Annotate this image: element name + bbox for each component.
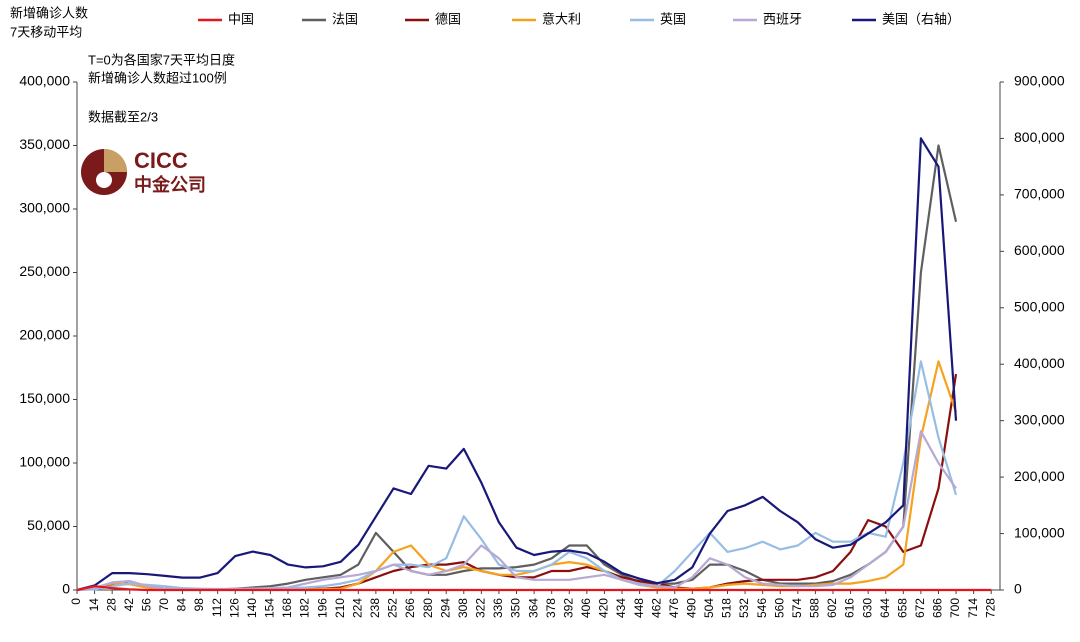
legend-label: 德国: [435, 11, 461, 26]
yticks-label: 100,000: [19, 454, 70, 470]
annotation: T=0为各国家7天平均日度: [88, 52, 235, 67]
logo-icon: [104, 149, 127, 172]
yticks-label: 400,000: [19, 73, 70, 89]
x-tick-label: 672: [913, 598, 927, 618]
x-tick-label: 518: [720, 598, 734, 618]
yticks-label: 300,000: [19, 200, 70, 216]
x-tick-label: 98: [192, 598, 206, 612]
yticks-label: 200,000: [19, 327, 70, 343]
x-tick-label: 266: [403, 598, 417, 618]
x-tick-label: 490: [685, 598, 699, 618]
x-tick-label: 0: [69, 598, 83, 605]
legend-label: 法国: [332, 11, 358, 26]
y2ticks-label: 800,000: [1014, 129, 1065, 145]
x-tick-label: 56: [139, 598, 153, 612]
series-line: [76, 360, 958, 592]
x-tick-label: 406: [579, 598, 593, 618]
x-tick-label: 420: [597, 598, 611, 618]
x-tick-label: 84: [175, 598, 189, 612]
legend-label: 意大利: [542, 11, 581, 26]
x-tick-label: 364: [526, 598, 540, 618]
logo-icon: [96, 172, 112, 188]
x-tick-label: 154: [263, 598, 277, 618]
x-tick-label: 196: [315, 598, 329, 618]
x-tick-label: 126: [227, 598, 241, 618]
x-tick-label: 280: [421, 598, 435, 618]
x-tick-label: 728: [983, 598, 997, 618]
x-tick-label: 112: [210, 598, 224, 617]
x-tick-label: 252: [386, 598, 400, 618]
x-tick-label: 308: [456, 598, 470, 618]
series-line: [76, 360, 958, 592]
x-tick-label: 350: [509, 598, 523, 618]
x-tick-label: 168: [280, 598, 294, 618]
yticks-label: 50,000: [27, 517, 70, 533]
x-tick-label: 602: [825, 598, 839, 618]
series-line: [76, 137, 958, 592]
x-tick-label: 140: [245, 598, 259, 618]
x-tick-label: 448: [632, 598, 646, 618]
x-tick-label: 644: [878, 598, 892, 618]
yticks-label: 350,000: [19, 136, 70, 152]
x-tick-label: 182: [298, 598, 312, 618]
y2ticks-label: 200,000: [1014, 468, 1065, 484]
legend-label: 美国（右轴）: [882, 11, 960, 26]
x-tick-label: 476: [667, 598, 681, 618]
x-tick-label: 462: [649, 598, 663, 618]
series-line: [76, 585, 992, 592]
x-tick-label: 336: [491, 598, 505, 618]
x-tick-label: 42: [122, 598, 136, 612]
x-tick-label: 210: [333, 598, 347, 618]
y2ticks-label: 100,000: [1014, 524, 1065, 540]
x-tick-label: 616: [843, 598, 857, 618]
legend-label: 英国: [660, 11, 686, 26]
x-tick-label: 588: [808, 598, 822, 618]
legend-label: 中国: [228, 11, 254, 26]
yticks-label: 250,000: [19, 263, 70, 279]
x-tick-label: 378: [544, 598, 558, 618]
x-tick-label: 70: [157, 598, 171, 612]
x-tick-label: 560: [772, 598, 786, 618]
logo-text: 中金公司: [134, 174, 206, 195]
x-tick-label: 504: [702, 598, 716, 618]
y2ticks-label: 500,000: [1014, 298, 1065, 314]
x-tick-label: 714: [966, 598, 980, 618]
y2ticks-label: 0: [1014, 581, 1022, 597]
y2ticks-label: 900,000: [1014, 73, 1065, 89]
annotation: 新增确诊人数超过100例: [88, 70, 227, 85]
x-tick-label: 238: [368, 598, 382, 618]
chart-title: 新增确诊人数: [10, 5, 88, 20]
series-line: [76, 144, 958, 592]
x-tick-label: 14: [87, 598, 101, 612]
x-tick-label: 700: [948, 598, 962, 618]
series-line: [76, 373, 958, 592]
annotation: 数据截至2/3: [88, 109, 158, 124]
x-tick-label: 546: [755, 598, 769, 618]
x-tick-label: 686: [931, 598, 945, 618]
logo: CICC 中金公司: [81, 148, 206, 195]
x-tick-label: 392: [561, 598, 575, 618]
y2ticks-label: 400,000: [1014, 355, 1065, 371]
yticks-label: 0: [62, 581, 70, 597]
x-tick-label: 294: [438, 598, 452, 618]
y2ticks-label: 300,000: [1014, 411, 1065, 427]
x-tick-label: 532: [737, 598, 751, 618]
yticks-label: 150,000: [19, 390, 70, 406]
x-tick-label: 630: [860, 598, 874, 618]
chart-subtitle: 7天移动平均: [10, 24, 82, 39]
y2ticks-label: 600,000: [1014, 242, 1065, 258]
x-tick-label: 434: [614, 598, 628, 618]
x-tick-label: 224: [350, 598, 364, 618]
x-tick-label: 658: [895, 598, 909, 618]
y2ticks-label: 700,000: [1014, 186, 1065, 202]
legend-label: 西班牙: [763, 11, 802, 26]
x-tick-label: 28: [104, 598, 118, 612]
x-tick-label: 322: [474, 598, 488, 618]
x-tick-label: 574: [790, 598, 804, 618]
logo-text: CICC: [134, 148, 188, 173]
